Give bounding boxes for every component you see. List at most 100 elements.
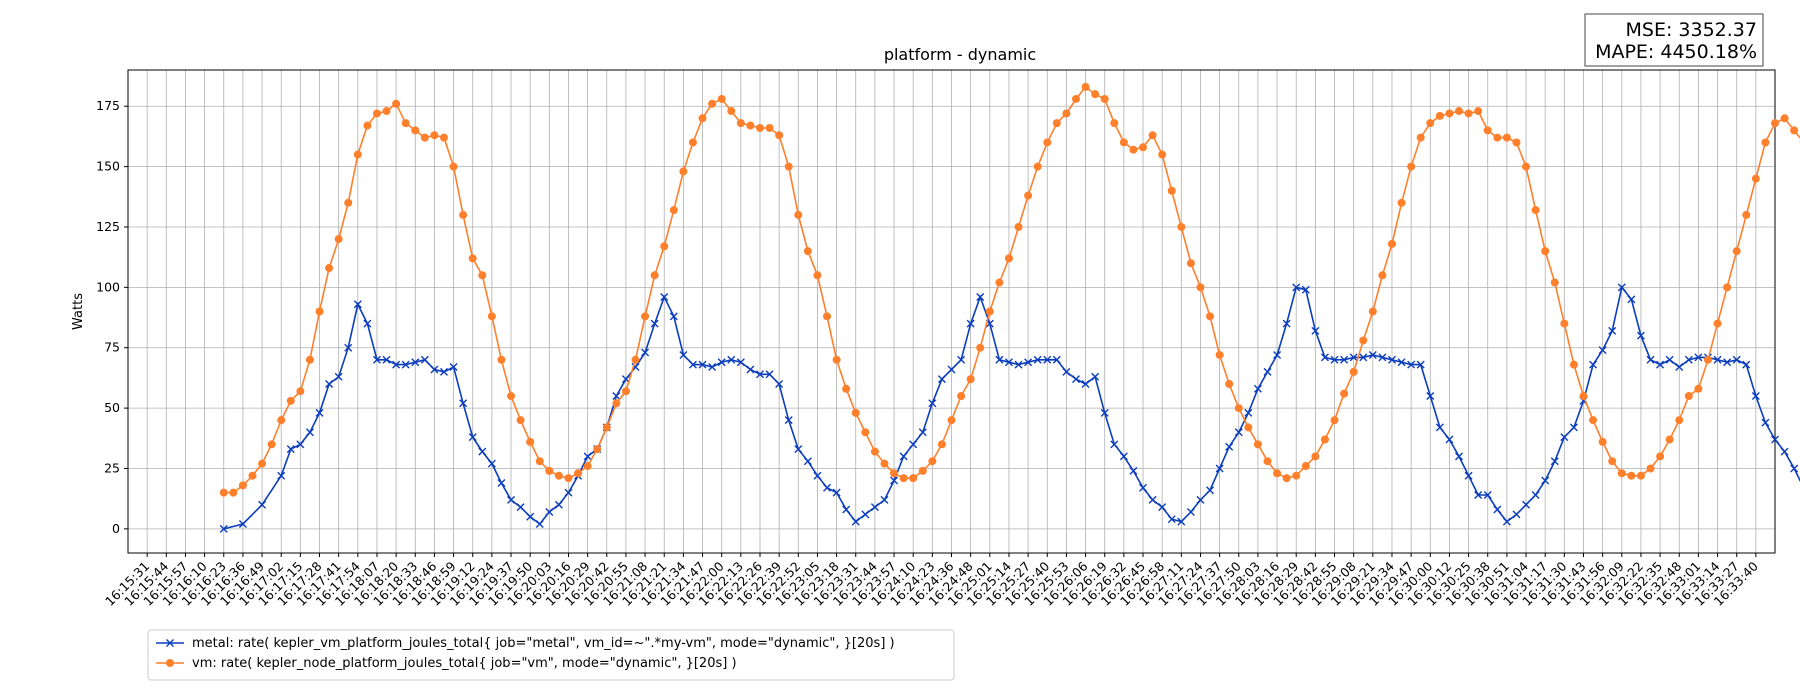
data-point [717, 94, 726, 103]
data-point [688, 138, 697, 147]
data-point [1627, 471, 1636, 480]
data-point [1359, 353, 1368, 362]
data-point [1091, 372, 1100, 381]
y-tick-label: 50 [104, 400, 120, 415]
data-point [583, 452, 592, 461]
data-point [382, 355, 391, 364]
data-point [363, 319, 372, 328]
data-point [1263, 457, 1272, 466]
data-point [870, 447, 879, 456]
data-point [459, 399, 468, 408]
data-point [890, 476, 899, 485]
data-point [411, 358, 420, 367]
data-point [564, 488, 573, 497]
data-point [1435, 111, 1444, 120]
data-point [1129, 145, 1138, 154]
data-point [1560, 433, 1569, 442]
data-point [1713, 319, 1722, 328]
data-point [1052, 119, 1061, 128]
data-point [1100, 94, 1109, 103]
data-point [1368, 307, 1377, 316]
data-point [1033, 355, 1042, 364]
data-point [1301, 462, 1310, 471]
data-point [507, 392, 516, 401]
data-point [1589, 360, 1598, 369]
data-point [258, 459, 267, 468]
data-point [928, 457, 937, 466]
data-point [296, 440, 305, 449]
data-point [1301, 285, 1310, 294]
data-point [392, 99, 401, 108]
data-point [507, 495, 516, 504]
data-point [497, 355, 506, 364]
data-point [937, 440, 946, 449]
data-point [1483, 491, 1492, 500]
data-point [325, 379, 334, 388]
data-point [344, 198, 353, 207]
data-point [918, 428, 927, 437]
data-point [1675, 363, 1684, 372]
data-point [1225, 379, 1234, 388]
data-point [995, 355, 1004, 364]
data-point [1043, 138, 1052, 147]
data-point [861, 510, 870, 519]
data-point [1177, 517, 1186, 526]
data-point [420, 133, 429, 142]
data-point [1177, 222, 1186, 231]
data-point [794, 210, 803, 219]
data-point [554, 500, 563, 509]
data-point [411, 126, 420, 135]
data-point [650, 319, 659, 328]
data-point [1139, 483, 1148, 492]
data-point [1627, 295, 1636, 304]
data-point [1387, 239, 1396, 248]
data-point [1225, 442, 1234, 451]
data-point [1416, 133, 1425, 142]
data-point [1052, 355, 1061, 364]
data-point [899, 474, 908, 483]
data-point [1617, 283, 1626, 292]
data-point [861, 428, 870, 437]
data-point [1349, 367, 1358, 376]
data-point [823, 483, 832, 492]
data-point [1617, 469, 1626, 478]
data-point [1014, 360, 1023, 369]
data-point [957, 355, 966, 364]
y-tick-label: 0 [112, 521, 120, 536]
data-point [1646, 355, 1655, 364]
data-point [286, 396, 295, 405]
data-point [1340, 355, 1349, 364]
chart-title: platform - dynamic [884, 45, 1036, 64]
data-point [1435, 423, 1444, 432]
data-point [1091, 90, 1100, 99]
data-point [669, 312, 678, 321]
data-point [1330, 416, 1339, 425]
data-point [1541, 247, 1550, 256]
data-point [468, 433, 477, 442]
data-point [899, 452, 908, 461]
data-point [746, 365, 755, 374]
data-point [698, 114, 707, 123]
data-point [1062, 367, 1071, 376]
data-point [535, 457, 544, 466]
data-point [1330, 355, 1339, 364]
data-point [1780, 447, 1789, 456]
data-point [1311, 452, 1320, 461]
data-point [583, 462, 592, 471]
data-point [947, 416, 956, 425]
data-point [1167, 515, 1176, 524]
data-point [880, 459, 889, 468]
data-point [765, 370, 774, 379]
data-point [1129, 466, 1138, 475]
data-point [1464, 471, 1473, 480]
data-point [1416, 360, 1425, 369]
data-point [478, 271, 487, 280]
data-point [1723, 358, 1732, 367]
data-point [775, 379, 784, 388]
data-point [1234, 404, 1243, 413]
data-point [1531, 206, 1540, 215]
data-point [708, 99, 717, 108]
data-point [1589, 416, 1598, 425]
data-point [1550, 278, 1559, 287]
data-point [449, 363, 458, 372]
